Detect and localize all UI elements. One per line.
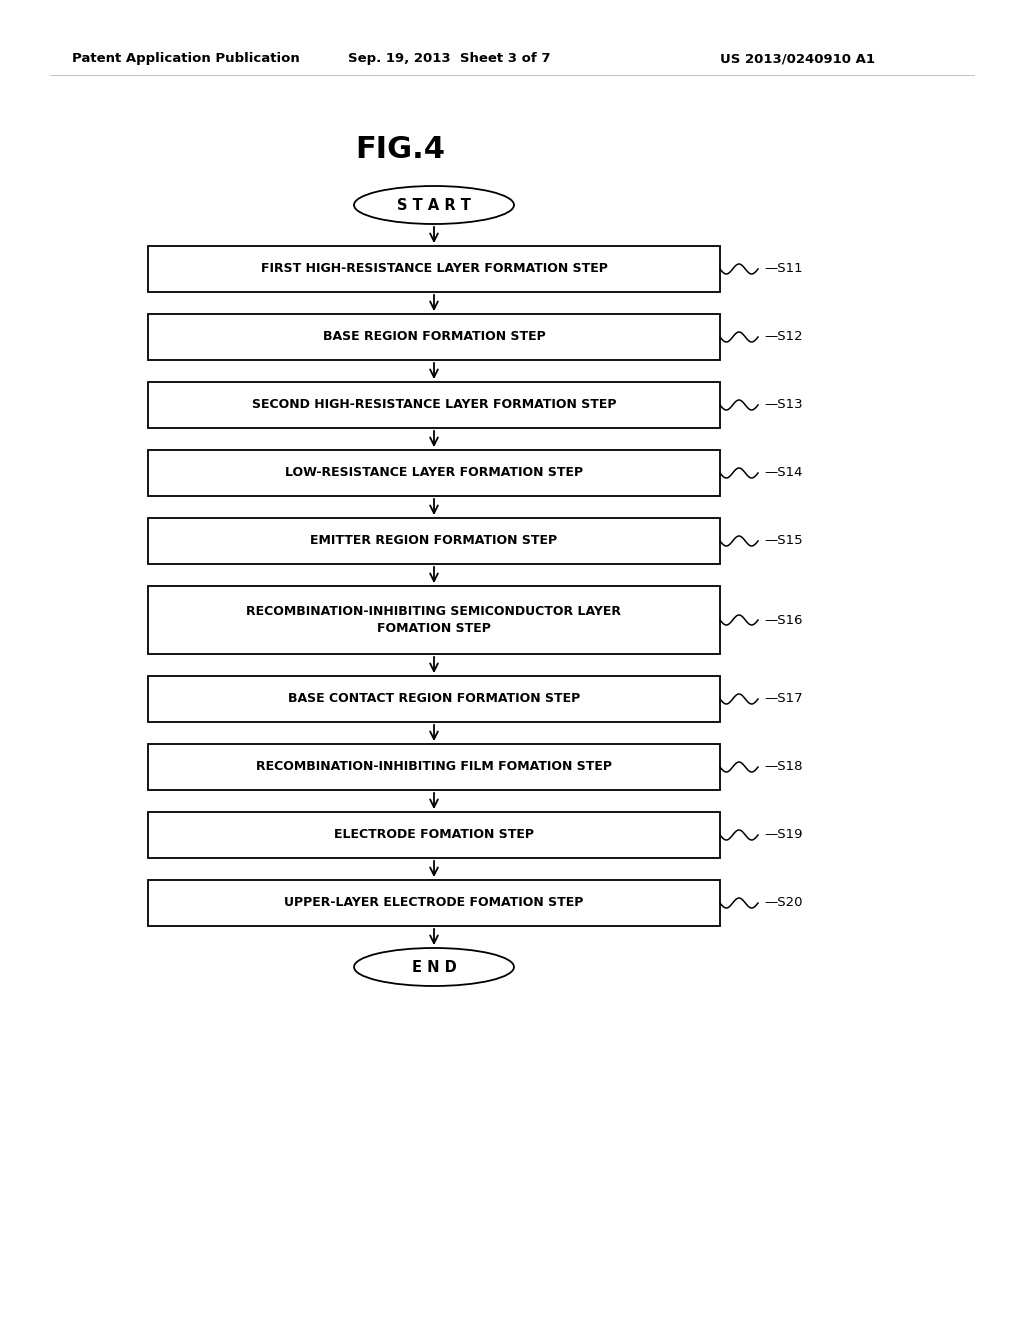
Text: —S13: —S13 — [764, 399, 803, 412]
Text: RECOMBINATION-INHIBITING SEMICONDUCTOR LAYER
FOMATION STEP: RECOMBINATION-INHIBITING SEMICONDUCTOR L… — [247, 605, 622, 635]
FancyBboxPatch shape — [148, 517, 720, 564]
Text: LOW-RESISTANCE LAYER FORMATION STEP: LOW-RESISTANCE LAYER FORMATION STEP — [285, 466, 583, 479]
Text: —S12: —S12 — [764, 330, 803, 343]
FancyBboxPatch shape — [148, 744, 720, 789]
Text: UPPER-LAYER ELECTRODE FOMATION STEP: UPPER-LAYER ELECTRODE FOMATION STEP — [285, 896, 584, 909]
Text: —S19: —S19 — [764, 829, 803, 842]
Text: ELECTRODE FOMATION STEP: ELECTRODE FOMATION STEP — [334, 829, 534, 842]
FancyBboxPatch shape — [148, 450, 720, 496]
FancyBboxPatch shape — [148, 812, 720, 858]
FancyBboxPatch shape — [148, 586, 720, 653]
Ellipse shape — [354, 186, 514, 224]
Text: —S11: —S11 — [764, 263, 803, 276]
Text: —S18: —S18 — [764, 760, 803, 774]
FancyBboxPatch shape — [148, 880, 720, 927]
Text: FIRST HIGH-RESISTANCE LAYER FORMATION STEP: FIRST HIGH-RESISTANCE LAYER FORMATION ST… — [260, 263, 607, 276]
Text: E N D: E N D — [412, 960, 457, 974]
Text: S T A R T: S T A R T — [397, 198, 471, 213]
Text: EMITTER REGION FORMATION STEP: EMITTER REGION FORMATION STEP — [310, 535, 557, 548]
Text: BASE CONTACT REGION FORMATION STEP: BASE CONTACT REGION FORMATION STEP — [288, 693, 581, 705]
Text: —S14: —S14 — [764, 466, 803, 479]
Text: BASE REGION FORMATION STEP: BASE REGION FORMATION STEP — [323, 330, 546, 343]
FancyBboxPatch shape — [148, 246, 720, 292]
Text: US 2013/0240910 A1: US 2013/0240910 A1 — [720, 51, 874, 65]
Text: —S20: —S20 — [764, 896, 803, 909]
Text: RECOMBINATION-INHIBITING FILM FOMATION STEP: RECOMBINATION-INHIBITING FILM FOMATION S… — [256, 760, 612, 774]
Text: Patent Application Publication: Patent Application Publication — [72, 51, 300, 65]
Text: —S17: —S17 — [764, 693, 803, 705]
Text: Sep. 19, 2013  Sheet 3 of 7: Sep. 19, 2013 Sheet 3 of 7 — [348, 51, 551, 65]
FancyBboxPatch shape — [148, 314, 720, 360]
Text: —S15: —S15 — [764, 535, 803, 548]
Text: FIG.4: FIG.4 — [355, 135, 445, 164]
Text: —S16: —S16 — [764, 614, 803, 627]
Ellipse shape — [354, 948, 514, 986]
Text: SECOND HIGH-RESISTANCE LAYER FORMATION STEP: SECOND HIGH-RESISTANCE LAYER FORMATION S… — [252, 399, 616, 412]
FancyBboxPatch shape — [148, 676, 720, 722]
FancyBboxPatch shape — [148, 381, 720, 428]
